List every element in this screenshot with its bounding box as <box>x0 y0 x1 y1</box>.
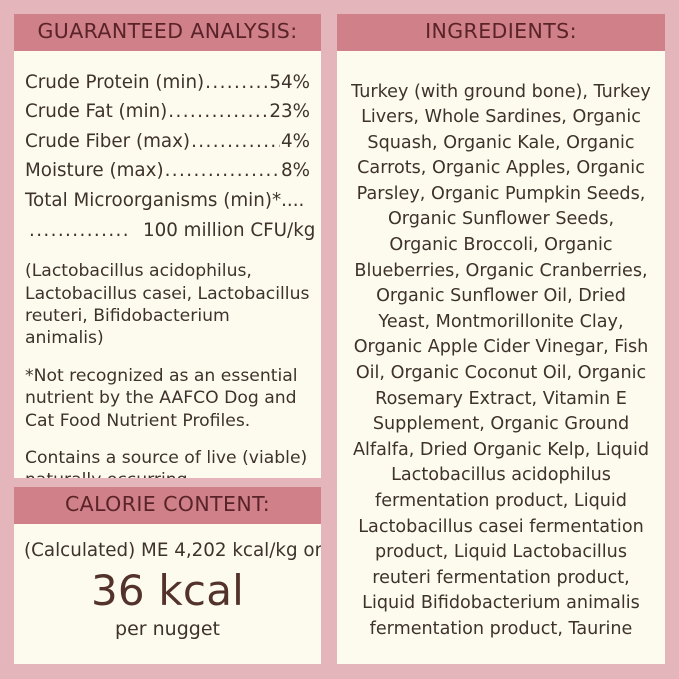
calorie-content-panel: CALORIE CONTENT: (Calculated) ME 4,202 k… <box>14 487 321 664</box>
ingredients-panel: INGREDIENTS: Turkey (with ground bone), … <box>337 14 665 664</box>
analysis-value: 4% <box>280 130 310 152</box>
guaranteed-analysis-header: GUARANTEED ANALYSIS: <box>14 14 321 51</box>
analysis-value: 23% <box>269 101 310 123</box>
analysis-value: 8% <box>280 160 310 182</box>
analysis-row: Crude Fat (min) ............... 23% <box>25 97 310 127</box>
cultures-list: (Lactobacillus acidophilus, Lactobacillu… <box>25 261 310 349</box>
calorie-amount: 36 kcal <box>90 566 244 616</box>
dot-leader: .............. <box>29 219 130 241</box>
guaranteed-analysis-panel: GUARANTEED ANALYSIS: Crude Protein (min)… <box>14 14 321 478</box>
calorie-per-unit: per nugget <box>115 617 220 640</box>
aafco-footnote: *Not recognized as an essential nutrient… <box>25 365 298 431</box>
calorie-content-header: CALORIE CONTENT: <box>14 487 321 524</box>
calorie-content-body: (Calculated) ME 4,202 kcal/kg or 36 kcal… <box>14 524 321 664</box>
dot-leader: ......... <box>205 71 269 93</box>
microorganisms-value: 100 million CFU/kg <box>142 219 316 241</box>
ingredients-text: Turkey (with ground bone), Turkey Livers… <box>351 81 651 639</box>
analysis-row: Crude Fiber (max) ............. 4% <box>25 127 310 157</box>
guaranteed-analysis-body: Crude Protein (min) ......... 54% Crude … <box>14 51 321 478</box>
analysis-row: Crude Protein (min) ......... 54% <box>25 68 310 98</box>
microorganisms-label: Total Microorganisms (min)*.... <box>25 190 305 212</box>
contains-statement: Contains a source of live (viable) natur… <box>25 447 308 478</box>
dot-leader: .................. <box>164 160 280 182</box>
analysis-term: Crude Protein (min) <box>25 71 205 93</box>
analysis-term: Moisture (max) <box>25 160 164 182</box>
ingredients-header: INGREDIENTS: <box>337 14 665 51</box>
dot-leader: ............. <box>191 130 280 152</box>
right-column: INGREDIENTS: Turkey (with ground bone), … <box>337 14 665 664</box>
dot-leader: ............... <box>168 101 269 123</box>
analysis-value: 54% <box>269 71 310 93</box>
analysis-row: Moisture (max) .................. 8% <box>25 156 310 186</box>
left-column: GUARANTEED ANALYSIS: Crude Protein (min)… <box>14 14 321 664</box>
calculated-me-line: (Calculated) ME 4,202 kcal/kg or <box>24 539 321 561</box>
microorganisms-value-row: .............. 100 million CFU/kg <box>25 216 315 246</box>
analysis-term: Crude Fiber (max) <box>25 130 191 152</box>
analysis-term: Crude Fat (min) <box>25 101 168 123</box>
